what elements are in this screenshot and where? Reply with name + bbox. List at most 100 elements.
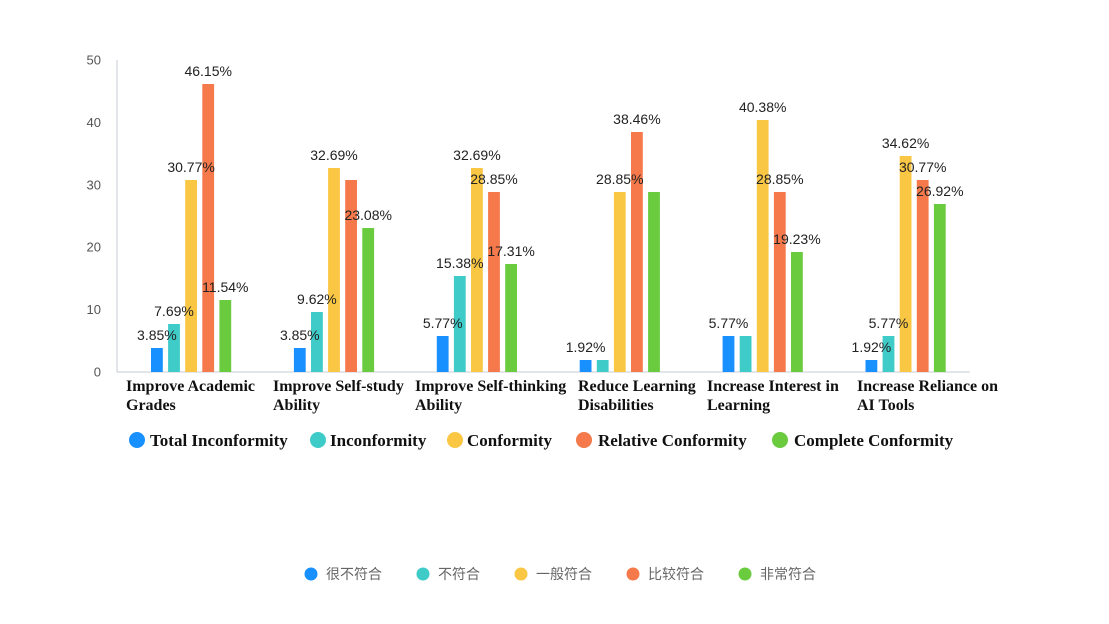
bar-conformity-improve-academic-grades xyxy=(185,180,197,372)
data-label-total-inconformity-reduce-learning-disabilities: 1.92% xyxy=(566,339,606,355)
category-label-increase-interest-in-learning: Increase Interest in Learning xyxy=(707,378,839,414)
category-label-line-1: Improve Academic xyxy=(126,378,255,395)
y-tick-label-40: 40 xyxy=(87,115,101,130)
data-label-complete-conformity-improve-self-study-ability: 23.08% xyxy=(344,207,391,223)
data-label-relative-conformity-increase-reliance-on-ai-tools: 30.77% xyxy=(899,159,946,175)
data-label-conformity-increase-reliance-on-ai-tools: 34.62% xyxy=(882,135,929,151)
category-label-line-1: Increase Reliance on xyxy=(857,378,998,395)
y-tick-labels: 0 10 20 30 40 50 xyxy=(87,53,101,380)
legend-zh-label-3: 比较符合 xyxy=(648,566,704,582)
data-label-inconformity-increase-reliance-on-ai-tools: 5.77% xyxy=(869,315,909,331)
y-tick-label-50: 50 xyxy=(87,53,101,68)
data-label-total-inconformity-improve-self-thinking-ability: 5.77% xyxy=(423,315,463,331)
data-label-total-inconformity-increase-reliance-on-ai-tools: 1.92% xyxy=(852,339,892,355)
axes xyxy=(116,60,970,373)
data-label-complete-conformity-improve-academic-grades: 11.54% xyxy=(202,279,248,295)
legend-english: Total Inconformity Inconformity Conformi… xyxy=(129,431,954,450)
bar-total-inconformity-improve-self-study-ability xyxy=(293,348,306,372)
bar-total-inconformity-reduce-learning-disabilities xyxy=(579,360,592,372)
data-label-inconformity-improve-self-study-ability: 9.62% xyxy=(297,291,337,307)
legend-label-conformity: Conformity xyxy=(467,431,552,450)
bar-complete-conformity-increase-reliance-on-ai-tools xyxy=(933,204,946,372)
legend-zh-marker-1 xyxy=(416,567,430,581)
data-label-complete-conformity-improve-self-thinking-ability: 17.31% xyxy=(487,243,534,259)
bar-total-inconformity-increase-reliance-on-ai-tools xyxy=(865,360,878,372)
bar-relative-conformity-improve-academic-grades xyxy=(202,84,215,372)
category-label-line-1: Reduce Learning xyxy=(578,378,696,395)
category-label-line-2: Disabilities xyxy=(578,397,654,414)
category-label-line-1: Increase Interest in xyxy=(707,378,839,395)
y-tick-label-0: 0 xyxy=(94,365,101,380)
data-label-total-inconformity-improve-self-study-ability: 3.85% xyxy=(280,327,320,343)
bars xyxy=(151,84,946,372)
bar-inconformity-improve-self-study-ability xyxy=(311,312,323,372)
bar-complete-conformity-improve-academic-grades xyxy=(219,300,232,372)
data-label-conformity-improve-self-thinking-ability: 32.69% xyxy=(453,147,500,163)
legend-marker-conformity xyxy=(447,432,463,448)
bar-total-inconformity-increase-interest-in-learning xyxy=(722,336,735,372)
legend-item-complete-conformity: Complete Conformity xyxy=(772,431,954,450)
bar-inconformity-improve-academic-grades xyxy=(168,324,180,372)
data-label-relative-conformity-increase-interest-in-learning: 28.85% xyxy=(756,171,803,187)
category-label-line-2: Learning xyxy=(707,397,770,414)
legend-zh-marker-0 xyxy=(304,567,318,581)
category-label-line-2: AI Tools xyxy=(857,397,914,414)
legend-zh-label-1: 不符合 xyxy=(438,566,480,582)
bar-relative-conformity-improve-self-study-ability xyxy=(345,180,357,372)
data-labels: 3.85% 3.85% 5.77% 1.92% 5.77% 1.92% 7.69% 9.62%… xyxy=(137,63,963,355)
legend-zh-label-2: 一般符合 xyxy=(536,566,592,582)
bar-inconformity-increase-reliance-on-ai-tools xyxy=(882,336,895,372)
data-label-complete-conformity-increase-interest-in-learning: 19.23% xyxy=(773,231,820,247)
data-label-relative-conformity-reduce-learning-disabilities: 38.46% xyxy=(613,111,660,127)
category-label-reduce-learning-disabilities: Reduce Learning Disabilities xyxy=(578,378,696,414)
legend-marker-complete-conformity xyxy=(772,432,788,448)
data-label-conformity-increase-interest-in-learning: 40.38% xyxy=(739,99,786,115)
bar-relative-conformity-reduce-learning-disabilities xyxy=(631,132,643,372)
bar-relative-conformity-increase-reliance-on-ai-tools xyxy=(916,180,929,372)
bar-conformity-improve-self-thinking-ability xyxy=(471,168,483,372)
legend-zh-item-3: 比较符合 xyxy=(626,566,704,582)
bar-relative-conformity-improve-self-thinking-ability xyxy=(488,192,500,372)
bar-complete-conformity-improve-self-study-ability xyxy=(362,228,375,372)
bar-total-inconformity-improve-academic-grades xyxy=(151,348,163,372)
category-label-line-1: Improve Self-study xyxy=(273,378,404,395)
data-label-relative-conformity-improve-self-thinking-ability: 28.85% xyxy=(470,171,517,187)
bar-complete-conformity-reduce-learning-disabilities xyxy=(648,192,660,372)
bar-complete-conformity-improve-self-thinking-ability xyxy=(505,264,517,372)
legend-chinese: 很不符合 不符合 一般符合 比较符合 非常符合 xyxy=(304,566,816,582)
legend-zh-item-2: 一般符合 xyxy=(514,566,592,582)
legend-zh-marker-4 xyxy=(738,567,752,581)
data-label-complete-conformity-increase-reliance-on-ai-tools: 26.92% xyxy=(916,183,963,199)
bar-conformity-increase-interest-in-learning xyxy=(756,120,769,372)
y-tick-label-30: 30 xyxy=(87,177,101,192)
legend-zh-item-4: 非常符合 xyxy=(738,566,816,582)
bar-inconformity-increase-interest-in-learning xyxy=(739,336,752,372)
legend-label-inconformity: Inconformity xyxy=(330,431,427,450)
data-label-inconformity-improve-self-thinking-ability: 15.38% xyxy=(436,255,483,271)
bar-conformity-increase-reliance-on-ai-tools xyxy=(899,156,912,372)
legend-label-relative-conformity: Relative Conformity xyxy=(598,431,747,450)
data-label-total-inconformity-increase-interest-in-learning: 5.77% xyxy=(709,315,749,331)
data-label-conformity-improve-academic-grades: 30.77% xyxy=(167,159,214,175)
bar-conformity-reduce-learning-disabilities xyxy=(613,192,626,372)
legend-zh-item-1: 不符合 xyxy=(416,566,480,582)
data-label-conformity-improve-self-study-ability: 32.69% xyxy=(310,147,357,163)
bar-total-inconformity-improve-self-thinking-ability xyxy=(436,336,449,372)
category-label-line-2: Grades xyxy=(126,397,176,414)
legend-zh-marker-3 xyxy=(626,567,640,581)
data-label-relative-conformity-improve-academic-grades: 46.15% xyxy=(184,63,231,79)
legend-item-relative-conformity: Relative Conformity xyxy=(576,431,747,450)
bar-complete-conformity-increase-interest-in-learning xyxy=(791,252,803,372)
data-label-total-inconformity-improve-academic-grades: 3.85% xyxy=(137,327,177,343)
legend-marker-total-inconformity xyxy=(129,432,145,448)
category-label-line-1: Improve Self-thinking xyxy=(415,378,566,395)
legend-item-conformity: Conformity xyxy=(447,431,552,450)
data-label-conformity-reduce-learning-disabilities: 28.85% xyxy=(596,171,643,187)
y-tick-label-10: 10 xyxy=(87,302,101,317)
category-labels: Improve Academic Grades Improve Self-study… xyxy=(126,378,998,414)
bar-conformity-improve-self-study-ability xyxy=(328,168,340,372)
y-tick-label-20: 20 xyxy=(87,240,101,255)
legend-marker-relative-conformity xyxy=(576,432,592,448)
legend-zh-label-0: 很不符合 xyxy=(326,566,382,582)
